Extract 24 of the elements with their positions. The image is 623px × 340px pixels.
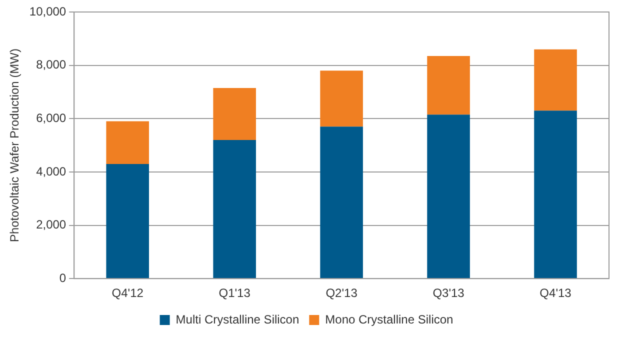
x-tick-label: Q2'13 xyxy=(326,286,358,300)
x-tick-label: Q4'12 xyxy=(112,286,144,300)
y-tick-label: 8,000 xyxy=(36,58,66,72)
bar xyxy=(320,126,363,278)
y-axis-title: Photovoltaic Wafer Production (MW) xyxy=(8,48,22,242)
bar xyxy=(213,140,256,278)
bar xyxy=(534,49,577,111)
legend-label: Multi Crystalline Silicon xyxy=(176,312,300,326)
y-tick-label: 0 xyxy=(59,270,66,285)
bar xyxy=(106,164,149,278)
bar xyxy=(213,88,256,140)
y-tick-label: 10,000 xyxy=(29,4,66,18)
bar xyxy=(427,56,470,115)
bar xyxy=(534,110,577,278)
y-tick-label: 2,000 xyxy=(36,218,66,232)
bar xyxy=(427,114,470,278)
legend-label: Mono Crystalline Silicon xyxy=(325,312,454,326)
x-tick-label: Q4'13 xyxy=(540,286,572,300)
y-tick-label: 6,000 xyxy=(36,110,66,125)
x-tick-label: Q1'13 xyxy=(218,286,251,300)
x-tick-label: Q3'13 xyxy=(432,286,465,300)
bar xyxy=(106,121,149,164)
y-tick-label: 4,000 xyxy=(36,164,66,178)
bar xyxy=(320,70,363,127)
